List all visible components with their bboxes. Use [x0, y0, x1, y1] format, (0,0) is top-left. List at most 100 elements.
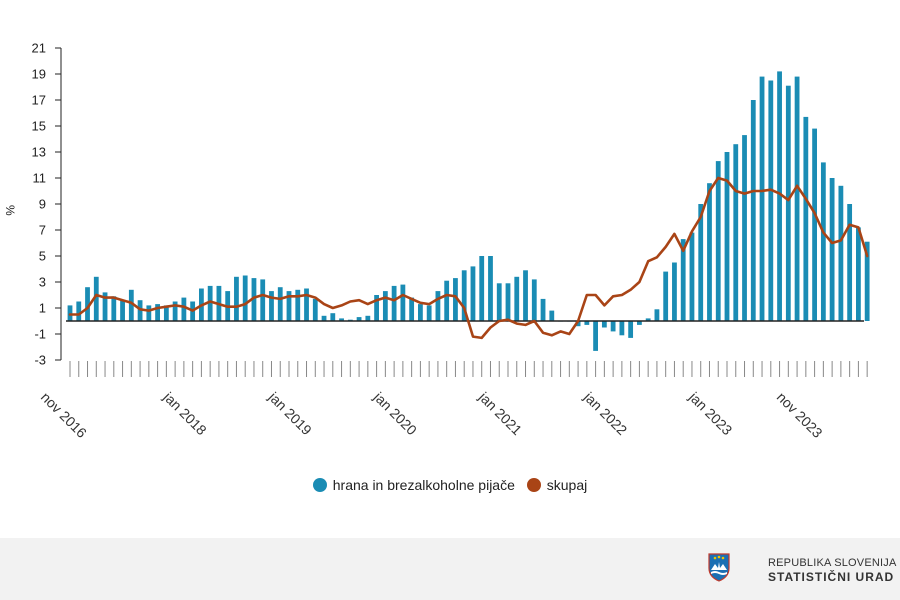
bar [479, 256, 485, 321]
bar [120, 300, 125, 321]
bar [715, 161, 721, 321]
bar [750, 100, 756, 321]
bar [575, 321, 581, 327]
bar [435, 291, 441, 321]
logo-text: REPUBLIKA SLOVENIJA STATISTIČNI URAD [768, 556, 897, 584]
bar [304, 288, 309, 321]
bar [689, 232, 695, 321]
legend-label-skupaj: skupaj [546, 477, 588, 493]
legend: hrana in brezalkoholne pijače skupaj [0, 477, 900, 495]
x-tick-label: jan 2021 [475, 388, 525, 438]
bar [820, 162, 826, 321]
bar [128, 289, 134, 321]
bar [523, 270, 528, 321]
logo-line-republika: REPUBLIKA SLOVENIJA [768, 557, 897, 569]
bar [838, 185, 844, 321]
bar [163, 305, 169, 321]
bar [505, 283, 511, 321]
bar [295, 289, 301, 321]
bar [707, 183, 712, 321]
bar [531, 279, 537, 321]
legend-item-skupaj[interactable]: skupaj [526, 477, 588, 493]
bar [85, 287, 90, 321]
y-tick-label: 19 [32, 67, 46, 82]
bar [759, 76, 765, 321]
bar [365, 315, 371, 321]
x-axis-labels: nov 2016 jan 2018 jan 2019 jan 2020 jan 2021… [38, 388, 826, 441]
bar [400, 284, 406, 321]
y-tick-label: 1 [39, 301, 46, 316]
bar [610, 321, 616, 332]
y-tick-label: 9 [39, 197, 46, 212]
bar [803, 116, 809, 322]
bar [672, 262, 677, 321]
bar [785, 85, 791, 321]
y-tick-label: 15 [32, 119, 46, 134]
y-tick-label: -1 [34, 327, 46, 342]
bar [277, 287, 283, 321]
bar [418, 304, 423, 321]
bar [146, 305, 152, 321]
bar [777, 71, 782, 322]
x-tick-label: jan 2019 [265, 388, 315, 438]
bar [733, 144, 739, 321]
bar [549, 310, 555, 321]
bar [453, 278, 458, 321]
bar [242, 275, 248, 321]
y-tick-label: 21 [32, 41, 46, 56]
bar [155, 304, 160, 321]
bar [286, 291, 292, 321]
bar [269, 291, 274, 321]
x-tick-label: jan 2020 [370, 388, 420, 438]
x-axis-ticks [69, 361, 868, 377]
bar [409, 297, 415, 321]
bar [663, 271, 669, 321]
bar [829, 178, 835, 321]
y-tick-label: 11 [33, 171, 47, 186]
y-tick-label: 3 [39, 275, 46, 290]
bar [654, 309, 660, 321]
x-tick-label: nov 2023 [774, 389, 826, 441]
bar [76, 301, 82, 321]
y-tick-label: 7 [39, 223, 46, 238]
bar [593, 321, 598, 351]
x-tick-label: jan 2023 [685, 388, 735, 438]
bar [260, 279, 266, 321]
footer: REPUBLIKA SLOVENIJA STATISTIČNI URAD [0, 538, 900, 600]
bar [488, 256, 493, 321]
line-skupaj [68, 176, 869, 340]
bar [637, 321, 642, 325]
bar [234, 276, 239, 321]
bar [93, 276, 99, 321]
line-series-skupaj [68, 176, 869, 340]
logo-line-statisticni-urad: STATISTIČNI URAD [768, 570, 895, 584]
bar [628, 321, 634, 338]
bar [251, 278, 257, 321]
bar [321, 315, 327, 321]
legend-label-hrana: hrana in brezalkoholne pijače [332, 477, 515, 493]
bar [496, 283, 502, 321]
legend-marker-skupaj [526, 478, 541, 492]
bar [374, 295, 379, 321]
bar [391, 285, 397, 321]
bar [444, 280, 450, 321]
bar [645, 318, 651, 321]
bar [330, 313, 336, 321]
bar [382, 291, 388, 321]
bar [461, 270, 467, 321]
bar [794, 76, 800, 321]
legend-item-hrana[interactable]: hrana in brezalkoholne pijače [312, 477, 515, 493]
x-tick-label: jan 2018 [160, 388, 210, 438]
x-tick-label: nov 2016 [38, 389, 90, 441]
bar [698, 204, 704, 321]
y-tick-label: -3 [34, 353, 46, 368]
y-axis-label: % [3, 205, 17, 216]
bar [768, 80, 774, 321]
bar [102, 292, 108, 321]
bar [864, 241, 870, 321]
bar [680, 239, 686, 321]
y-tick-label: 17 [32, 93, 46, 108]
legend-marker-hrana [312, 478, 327, 492]
